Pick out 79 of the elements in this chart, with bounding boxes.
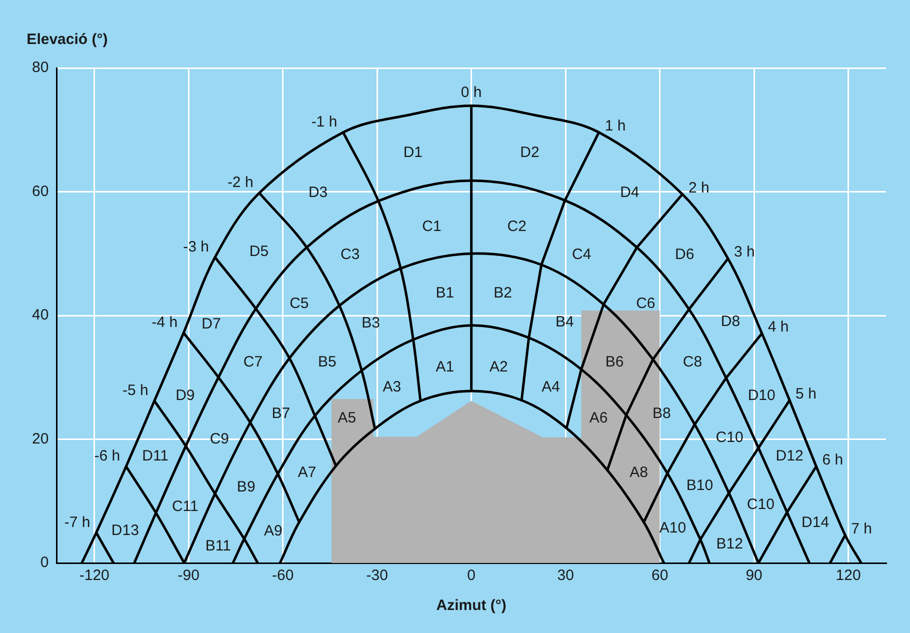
x-tick-label: 90 [746,567,762,584]
series-label: -5 h [122,382,148,400]
annotation: C3 [340,246,360,264]
x-tick-label: 60 [651,567,668,584]
series-label: -1 h [311,113,338,130]
series-label: 5 h [796,385,816,402]
annotation: C8 [682,354,702,371]
series-label: 0 h [460,84,482,101]
y-axis-title: Elevació (°) [26,31,108,48]
x-tick-label: -60 [272,567,294,584]
series-label: 1 h [604,117,626,134]
annotation: A5 [338,409,356,426]
series-label: 7 h [851,520,872,538]
annotation: D10 [748,387,776,404]
annotation: A2 [489,358,508,376]
series-label: -3 h [183,238,210,256]
y-tick-label: 80 [32,59,49,76]
annotation: D12 [776,448,804,465]
annotation: A9 [264,522,282,540]
annotation: B3 [362,314,380,332]
series-label: -4 h [152,314,178,331]
series-label: -2 h [227,174,254,192]
annotation: B1 [436,284,454,302]
y-tick-label: 0 [40,554,49,572]
x-tick-label: 30 [557,567,574,584]
annotation: A4 [542,378,560,396]
series-label: -7 h [64,514,90,531]
series-label: 6 h [822,452,844,469]
annotation: D4 [620,184,640,202]
annotation: D3 [308,184,328,202]
annotation: D11 [142,448,169,465]
annotation: B12 [716,536,743,553]
annotation: B9 [236,478,256,496]
y-tick-label: 20 [32,430,49,448]
x-tick-label: -120 [79,567,110,584]
annotation: D1 [403,144,423,161]
annotation: A3 [382,378,402,396]
annotation: B5 [318,354,336,371]
annotation: B2 [494,284,512,302]
annotation: D7 [202,315,221,332]
annotation: C11 [172,498,198,515]
annotation: D5 [249,242,269,260]
annotation: D14 [802,514,830,531]
annotation: A10 [659,519,686,536]
annotation: A8 [630,464,648,481]
annotation: C7 [243,354,263,371]
annotation: B7 [272,405,290,422]
annotation: C5 [290,294,309,312]
annotation: C2 [507,218,526,236]
annotation: C1 [422,218,442,236]
annotation: C10 [746,496,774,513]
series-label: -6 h [94,448,120,465]
x-tick-label: -90 [178,567,200,584]
annotation: C9 [210,430,229,448]
annotation: D6 [675,246,694,264]
annotation: C6 [636,294,656,312]
annotation: A6 [589,409,608,426]
annotation: B8 [652,405,671,422]
annotation: C4 [572,246,592,264]
series-label: 2 h [688,179,710,196]
series-label: 3 h [734,244,755,261]
annotation: B6 [605,354,624,371]
y-tick-label: 40 [32,306,49,324]
annotation: B11 [205,537,231,554]
annotation: A7 [298,464,316,481]
annotation: D13 [111,522,139,539]
annotation: D8 [720,312,740,330]
y-tick-label: 60 [32,182,49,200]
x-axis-title: Azimut (°) [436,597,506,614]
series-label: 4 h [768,318,789,336]
annotation: D9 [176,387,195,404]
annotation: B10 [686,476,714,494]
annotation: A1 [436,358,454,376]
x-tick-label: -30 [366,567,388,584]
x-tick-label: 0 [467,567,476,584]
annotation: C10 [716,429,744,446]
annotation: B4 [555,313,574,330]
x-tick-label: 120 [836,567,861,584]
annotation: D2 [520,144,540,161]
